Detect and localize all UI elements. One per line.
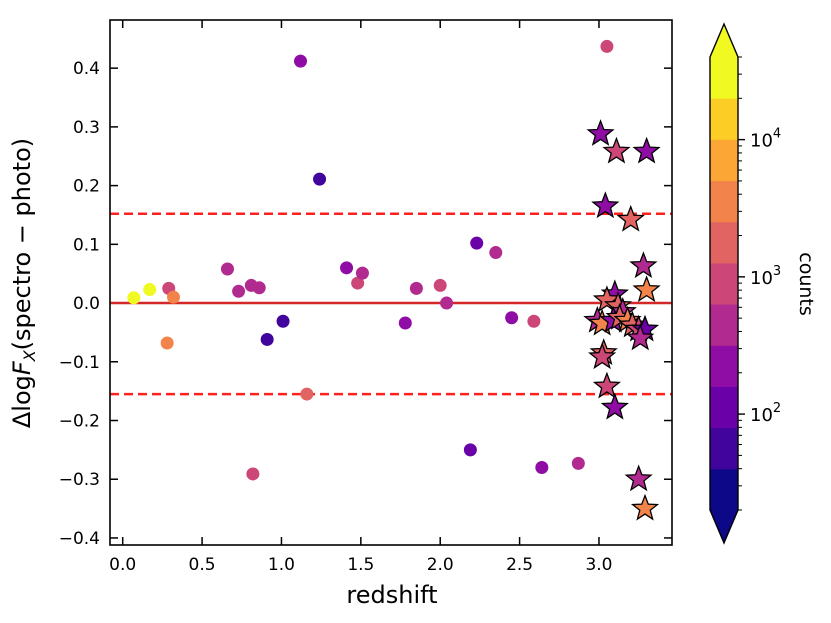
colorbar-bin — [710, 468, 738, 511]
data-point — [313, 172, 327, 186]
data-point — [220, 262, 234, 276]
data-point — [127, 291, 141, 305]
data-point — [143, 283, 157, 297]
star-point — [600, 392, 629, 420]
data-point — [527, 314, 541, 328]
data-point — [160, 336, 174, 350]
y-tick-label: 0.0 — [73, 294, 100, 314]
colorbar-bin — [710, 345, 738, 387]
star-point — [630, 493, 660, 521]
y-tick-label: 0.3 — [73, 118, 100, 138]
data-point — [351, 276, 365, 290]
colorbar-bin — [710, 386, 738, 429]
data-point — [535, 460, 549, 474]
star-point — [602, 136, 631, 164]
data-point — [470, 236, 484, 250]
colorbar-tick-label: 103 — [750, 264, 781, 289]
data-point — [300, 387, 314, 401]
data-point — [433, 278, 447, 292]
colorbar-extend-top — [710, 24, 738, 57]
data-point — [294, 54, 308, 68]
colorbar-bin — [710, 139, 738, 182]
data-point — [260, 332, 274, 346]
y-tick-label: 0.2 — [73, 177, 100, 197]
colorbar: 102 103 104 — [709, 22, 781, 545]
star-point — [624, 464, 653, 492]
colorbar-tick-label: 104 — [750, 127, 781, 152]
x-axis-label: redshift — [346, 581, 437, 609]
star-point — [616, 204, 645, 232]
y-tick-label: −0.3 — [59, 470, 100, 490]
star-point — [632, 136, 661, 164]
data-point — [409, 281, 423, 295]
data-point — [440, 296, 454, 310]
colorbar-tick-label: 102 — [750, 401, 781, 426]
colorbar-bin — [710, 98, 738, 140]
data-point — [600, 39, 614, 53]
data-point — [246, 467, 260, 481]
x-tick-label: 1.0 — [268, 555, 295, 575]
x-tick-label: 0.5 — [189, 555, 216, 575]
colorbar-bin — [710, 180, 738, 223]
plot-area: 0.0 0.5 1.0 1.5 2.0 2.5 3.0 0.4 0.3 0.2 0.1 0.0 −0.1… — [59, 19, 673, 575]
data-point — [571, 456, 585, 470]
data-point — [489, 246, 503, 260]
colorbar-bin — [710, 427, 738, 470]
colorbar-bin — [710, 304, 738, 346]
y-tick-label: −0.1 — [59, 353, 100, 373]
y-axis-label: ΔlogFX(spectro − photo) — [8, 138, 39, 428]
data-point — [505, 311, 519, 325]
y-tick-label: −0.4 — [59, 529, 100, 549]
data-point — [232, 284, 246, 298]
x-tick-label: 0.0 — [109, 555, 136, 575]
y-tick-label: 0.1 — [73, 235, 100, 255]
star-point — [629, 251, 658, 279]
x-tick-label: 1.5 — [347, 555, 374, 575]
data-point — [276, 314, 290, 328]
star-point — [588, 342, 617, 370]
colorbar-bin — [710, 57, 738, 99]
y-tick-label: 0.4 — [73, 59, 100, 79]
star-point — [632, 275, 661, 303]
star-point — [592, 371, 622, 399]
data-point — [252, 281, 266, 295]
plot-frame — [109, 19, 673, 546]
colorbar-extend-bottom — [710, 510, 738, 543]
y-tick-label: −0.2 — [59, 412, 100, 432]
colorbar-bin — [710, 221, 738, 264]
colorbar-label: counts — [795, 252, 817, 316]
colorbar-bin — [710, 262, 738, 305]
star-point — [586, 119, 615, 146]
x-tick-label: 2.0 — [427, 555, 454, 575]
star-point — [626, 323, 655, 351]
data-point — [355, 266, 369, 280]
data-point — [398, 316, 412, 330]
data-point — [340, 261, 354, 275]
data-point — [463, 443, 477, 457]
x-tick-label: 3.0 — [585, 555, 612, 575]
data-point — [167, 290, 181, 304]
x-tick-label: 2.5 — [506, 555, 533, 575]
star-point — [591, 191, 620, 219]
